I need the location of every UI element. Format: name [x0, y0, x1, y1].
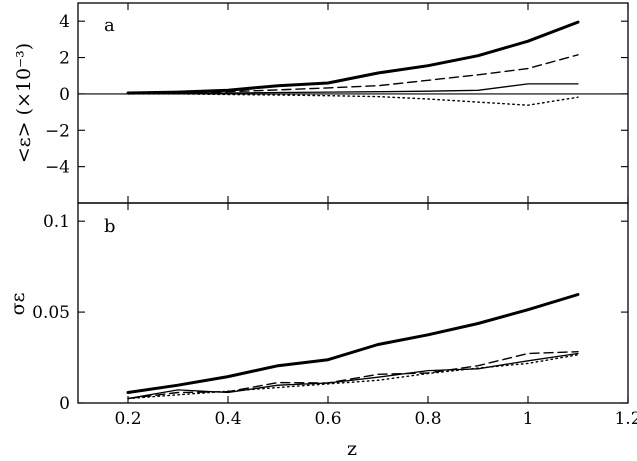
- panel-b-y-axis-label: σε: [7, 293, 29, 316]
- panel-b-label: b: [104, 216, 116, 237]
- panel-a-y-tick-label: 4: [59, 12, 70, 32]
- x-tick-label: 0.4: [214, 409, 241, 429]
- panel-b: 0 0.05 0.1 0.2 0.4 0.6 0.8 1 1.2 b σε z: [7, 202, 637, 460]
- x-tick-label: 1.2: [614, 409, 637, 429]
- panel-b-y-tick-label: 0.05: [32, 303, 70, 323]
- panel-b-series-dashed: [127, 351, 579, 400]
- panel-a-series-dotted: [127, 93, 579, 106]
- panel-a: 4 2 0 −2 −4 a <ε> (×10⁻³): [13, 2, 629, 204]
- panel-a-y-tick-label: −4: [45, 158, 70, 178]
- panel-a-y-tick-label: 0: [59, 85, 70, 105]
- x-axis-label: z: [347, 438, 357, 460]
- panel-b-series-group: [126, 293, 580, 400]
- panel-a-ticks: 4 2 0 −2 −4: [45, 3, 629, 203]
- panel-a-y-tick-label: −2: [45, 121, 70, 141]
- panel-b-y-tick-label: 0: [59, 394, 70, 414]
- panel-b-series-thick-solid: [126, 293, 580, 394]
- panel-a-label: a: [104, 15, 115, 36]
- panel-a-y-tick-label: 2: [59, 49, 70, 69]
- panel-b-y-tick-label: 0.1: [43, 212, 70, 232]
- panel-b-frame: [77, 202, 629, 404]
- panel-a-series-dashed: [127, 54, 579, 95]
- x-tick-label: 0.8: [414, 409, 441, 429]
- panel-a-series-thin-solid: [127, 83, 579, 95]
- x-tick-label: 0.2: [114, 409, 141, 429]
- x-tick-label: 0.6: [314, 409, 341, 429]
- panel-b-series-thin-solid: [127, 352, 579, 400]
- panel-a-series-group: [126, 20, 580, 106]
- panel-a-y-axis-label: <ε> (×10⁻³): [13, 43, 35, 163]
- panel-b-ticks: 0 0.05 0.1 0.2 0.4 0.6 0.8 1 1.2: [32, 203, 637, 429]
- x-tick-label: 1: [523, 409, 534, 429]
- panel-a-series-thick-solid: [126, 20, 580, 95]
- panel-b-series-dotted: [127, 354, 579, 400]
